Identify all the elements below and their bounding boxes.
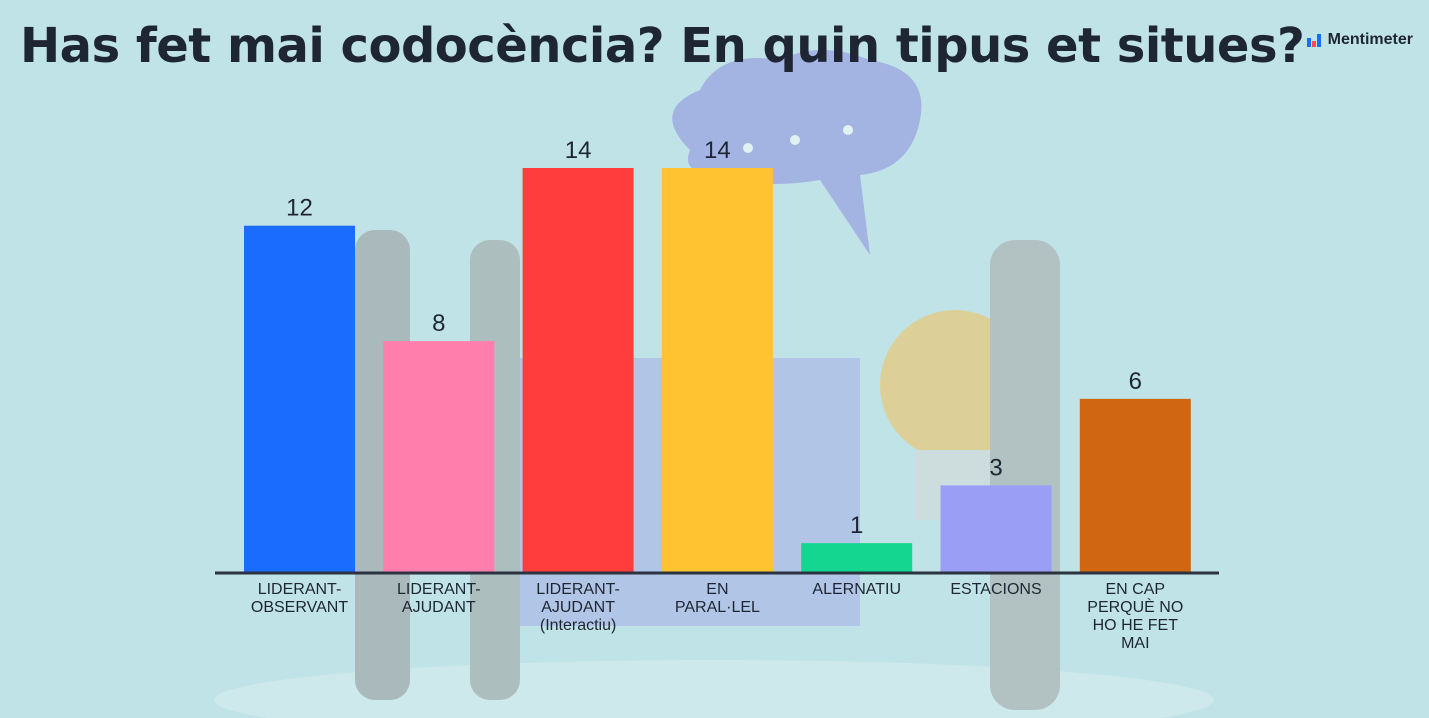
bar	[244, 225, 355, 572]
category-label: EN PARAL·LEL	[675, 581, 760, 616]
bar	[522, 168, 634, 572]
cloud-dot	[790, 135, 800, 145]
category-label: EN CAP PERQUÈ NO HO HE FET MAI	[1087, 581, 1183, 652]
category-label-line: OBSERVANT	[251, 599, 348, 616]
bar-value-label: 3	[989, 454, 1002, 481]
category-label-line: MAI	[1121, 635, 1149, 652]
bar	[801, 543, 913, 572]
person-right	[990, 240, 1060, 710]
bar-value-label: 12	[286, 195, 313, 222]
category-label: ESTACIONS	[950, 581, 1041, 598]
category-label-line: AJUDANT	[402, 599, 476, 616]
floor-shadow	[214, 660, 1214, 718]
category-label-line: PARAL·LEL	[675, 599, 760, 616]
category-label: LIDERANT-AJUDANT (Interactiu)	[536, 581, 620, 634]
category-label-line: ESTACIONS	[950, 581, 1041, 598]
category-label-line: (Interactiu)	[540, 617, 616, 634]
category-label-line: EN	[706, 581, 728, 598]
bar-value-label: 1	[850, 512, 863, 539]
brand: Mentimeter	[1306, 31, 1413, 49]
category-label-line: LIDERANT-	[536, 581, 620, 598]
bar	[661, 168, 773, 572]
bar	[1079, 398, 1191, 572]
brand-name: Mentimeter	[1327, 31, 1413, 48]
cloud-dot	[843, 125, 853, 135]
category-label-line: LIDERANT-	[258, 581, 342, 598]
bar-value-label: 8	[432, 310, 445, 337]
bar-value-label: 14	[565, 137, 592, 164]
category-label-line: LIDERANT-	[397, 581, 481, 598]
category-label-line: PERQUÈ NO	[1087, 597, 1183, 616]
mentimeter-logo-icon	[1306, 34, 1321, 47]
thought-cloud	[672, 50, 922, 255]
category-label: LIDERANT-AJUDANT	[397, 581, 481, 616]
category-label-line: HO HE FET	[1093, 617, 1179, 634]
page-title: Has fet mai codocència? En quin tipus et…	[20, 18, 1305, 74]
bar	[940, 485, 1052, 572]
bar-value-label: 6	[1129, 368, 1142, 395]
category-label-line: AJUDANT	[541, 599, 615, 616]
category-label-line: ALERNATIU	[812, 581, 901, 598]
category-label-line: EN CAP	[1106, 581, 1166, 598]
bar	[383, 341, 495, 572]
category-label: ALERNATIU	[812, 581, 901, 598]
cloud-dot	[743, 143, 753, 153]
bar-value-label: 14	[704, 137, 731, 164]
category-label: LIDERANT-OBSERVANT	[251, 581, 348, 616]
